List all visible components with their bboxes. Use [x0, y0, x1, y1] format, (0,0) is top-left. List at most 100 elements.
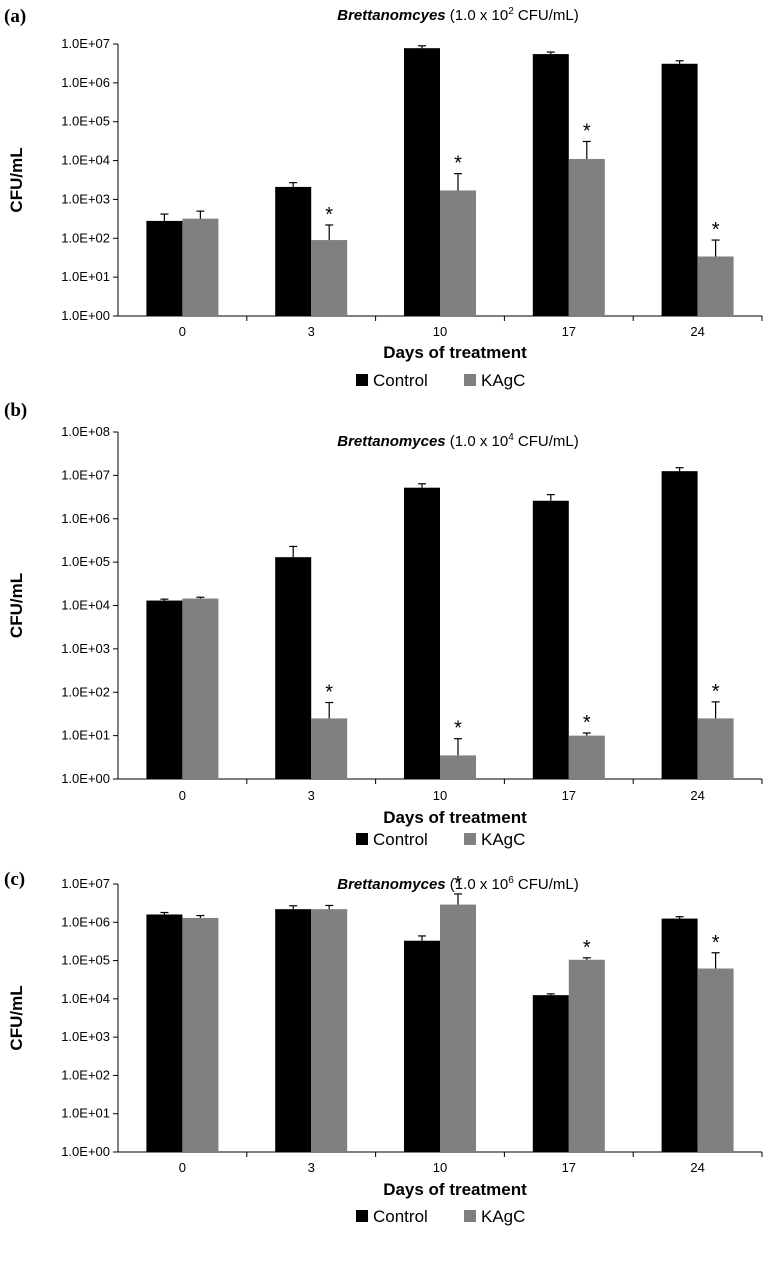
chart-3-bar-control [661, 918, 698, 1152]
chart-3-bar-kagc [568, 959, 605, 1152]
chart-1-bar-kagc [440, 190, 476, 316]
chart-1-title: Brettanomcyes (1.0 x 102 CFU/mL) [337, 6, 579, 24]
chart-1-bar-control [532, 54, 569, 316]
chart-3-ytick-label: 1.0E+02 [61, 1067, 110, 1082]
chart-3-significance-star: * [454, 873, 462, 895]
chart-1-bar-control [661, 63, 698, 316]
chart-2-xtick-label: 10 [433, 788, 447, 803]
chart-2-ytick-label: 1.0E+06 [61, 511, 110, 526]
chart-2-ytick-label: 1.0E+05 [61, 554, 110, 569]
chart-3-ytick-label: 1.0E+01 [61, 1106, 110, 1121]
chart-3-legend-label-control: Control [373, 1207, 428, 1226]
chart-2-ytick-label: 1.0E+02 [61, 684, 110, 699]
chart-3-legend-swatch-kagc [464, 1210, 476, 1222]
chart-2-legend-swatch-kagc [464, 833, 476, 845]
chart-3-bar-control [275, 909, 312, 1152]
chart-3-legend-label-kagc: KAgC [481, 1207, 525, 1226]
chart-3-xtick-label: 10 [433, 1160, 447, 1175]
chart-1-bar-kagc [311, 240, 348, 316]
chart-1-legend-swatch-kagc [464, 374, 476, 386]
chart-1-ytick-label: 1.0E+02 [61, 230, 110, 245]
chart-3-bar-kagc [697, 968, 734, 1152]
chart-2-panel-label: (b) [4, 400, 27, 421]
chart-3-significance-star: * [712, 932, 720, 954]
chart-1-legend-label-kagc: KAgC [481, 371, 525, 390]
chart-2-xtick-label: 3 [308, 788, 315, 803]
chart-3-xtick-label: 0 [179, 1160, 186, 1175]
chart-2-xtick-label: 17 [562, 788, 576, 803]
chart-1-ytick-label: 1.0E+04 [61, 153, 110, 168]
chart-1-significance-star: * [712, 219, 720, 241]
chart-1-bar-control [275, 186, 312, 316]
chart-3-legend-swatch-control [356, 1210, 368, 1222]
chart-2-ylabel: CFU/mL [7, 573, 26, 638]
chart-2-bar-kagc [440, 755, 476, 779]
chart-2-xtick-label: 0 [179, 788, 186, 803]
chart-2-xlabel: Days of treatment [383, 808, 527, 827]
chart-3-bar-kagc [182, 917, 219, 1152]
chart-2-legend-label-control: Control [373, 830, 428, 849]
chart-1-xtick-label: 3 [308, 324, 315, 339]
chart-3-xlabel: Days of treatment [383, 1180, 527, 1199]
chart-2-ytick-label: 1.0E+08 [61, 424, 110, 439]
chart-2-bar-kagc [311, 718, 348, 779]
chart-3-ytick-label: 1.0E+03 [61, 1029, 110, 1044]
chart-1-significance-star: * [325, 204, 333, 226]
chart-3-ytick-label: 1.0E+07 [61, 876, 110, 891]
chart-1-xtick-label: 10 [433, 324, 447, 339]
chart-2-significance-star: * [325, 682, 333, 704]
chart-3-bar-kagc [311, 909, 348, 1152]
chart-1-bar-kagc [182, 218, 219, 316]
chart-3-ytick-label: 1.0E+04 [61, 991, 110, 1006]
chart-1-ytick-label: 1.0E+05 [61, 114, 110, 129]
chart-1-bar-kagc [568, 158, 605, 316]
chart-2-ytick-label: 1.0E+07 [61, 467, 110, 482]
chart-3-ylabel: CFU/mL [7, 985, 26, 1050]
chart-2-significance-star: * [712, 681, 720, 703]
chart-3-panel-label: (c) [4, 869, 25, 890]
chart-3-ytick-label: 1.0E+00 [61, 1144, 110, 1159]
chart-2-bar-control [275, 557, 312, 779]
chart-1-xtick-label: 24 [690, 324, 704, 339]
chart-1-ytick-label: 1.0E+07 [61, 36, 110, 51]
chart-2-bar-control [532, 500, 569, 779]
chart-1-bar-kagc [697, 256, 734, 316]
chart-1-ylabel: CFU/mL [7, 147, 26, 212]
chart-2-legend-label-kagc: KAgC [481, 830, 525, 849]
chart-1-ytick-label: 1.0E+06 [61, 75, 110, 90]
chart-1-legend-swatch-control [356, 374, 368, 386]
chart-2-bar-control [146, 600, 183, 779]
chart-1-significance-star: * [454, 153, 462, 175]
chart-1-xtick-label: 0 [179, 324, 186, 339]
chart-3-xtick-label: 17 [562, 1160, 576, 1175]
chart-1-ytick-label: 1.0E+01 [61, 269, 110, 284]
chart-3-ytick-label: 1.0E+05 [61, 953, 110, 968]
chart-2-ytick-label: 1.0E+04 [61, 598, 110, 613]
chart-2-legend-swatch-control [356, 833, 368, 845]
chart-2-bar-kagc [568, 735, 605, 779]
chart-3-title: Brettanomyces (1.0 x 106 CFU/mL) [337, 875, 579, 893]
chart-2-bar-kagc [182, 598, 219, 779]
chart-1-ytick-label: 1.0E+00 [61, 308, 110, 323]
chart-2-bar-control [661, 471, 698, 779]
chart-3-xtick-label: 3 [308, 1160, 315, 1175]
chart-1-significance-star: * [583, 120, 591, 142]
chart-2-title: Brettanomyces (1.0 x 104 CFU/mL) [337, 432, 579, 450]
chart-2-bar-control [404, 487, 440, 779]
chart-3-ytick-label: 1.0E+06 [61, 914, 110, 929]
chart-2-significance-star: * [583, 712, 591, 734]
chart-2-ytick-label: 1.0E+03 [61, 641, 110, 656]
chart-3-bar-control [146, 914, 183, 1152]
chart-2-bar-kagc [697, 718, 734, 779]
chart-3-bar-control [404, 940, 440, 1152]
chart-1-bar-control [404, 48, 440, 316]
chart-1-ytick-label: 1.0E+03 [61, 191, 110, 206]
chart-1-xlabel: Days of treatment [383, 343, 527, 362]
chart-2-significance-star: * [454, 718, 462, 740]
chart-3-xtick-label: 24 [690, 1160, 704, 1175]
chart-2-ytick-label: 1.0E+00 [61, 771, 110, 786]
chart-2-xtick-label: 24 [690, 788, 704, 803]
chart-1-bar-control [146, 220, 183, 316]
chart-3-significance-star: * [583, 937, 591, 959]
